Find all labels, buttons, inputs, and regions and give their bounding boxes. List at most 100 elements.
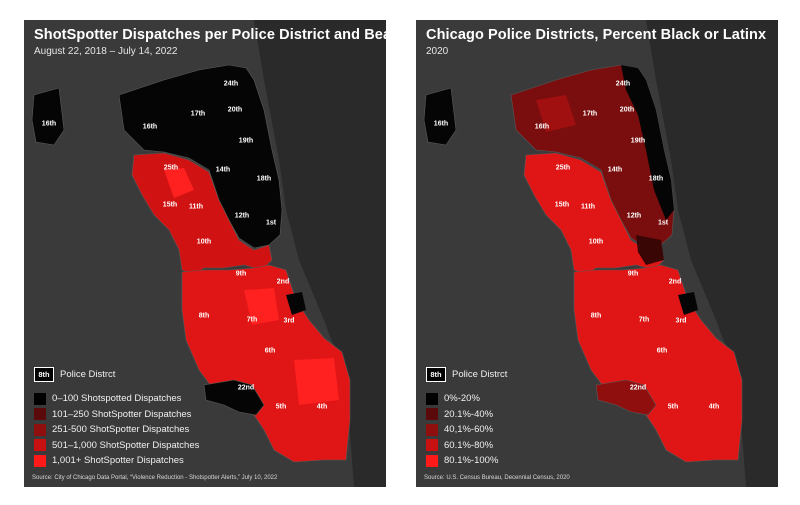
- district-label-24th: 24th: [615, 80, 631, 88]
- southwest-dark-patch: [595, 379, 657, 416]
- district-label-14th: 14th: [215, 166, 231, 174]
- district-label-7th: 7th: [638, 316, 650, 324]
- legend-swatch: [34, 423, 46, 436]
- district-label-2nd: 2nd: [276, 278, 290, 286]
- district-label-15th: 15th: [162, 201, 178, 209]
- legend-item: 20.1%-40%: [426, 407, 507, 423]
- district-label-12th: 12th: [626, 212, 642, 220]
- legend-item-label: 20.1%-40%: [444, 408, 494, 420]
- district-label-7th: 7th: [246, 316, 258, 324]
- legend-item-label: 1,001+ ShotSpotter Dispatches: [52, 455, 184, 467]
- district-label-6th: 6th: [264, 347, 276, 355]
- district-label-4th: 4th: [708, 403, 720, 411]
- ohare-district: [423, 87, 457, 146]
- legend-item: 251-500 ShotSpotter Dispatches: [34, 422, 199, 438]
- district-label-25th: 25th: [163, 164, 179, 172]
- district-label-6th: 6th: [656, 347, 668, 355]
- district-label-11th: 11th: [188, 203, 204, 211]
- district-3-black-patch: [286, 292, 306, 315]
- legend-item: 1,001+ ShotSpotter Dispatches: [34, 453, 199, 469]
- legend-item-label: 80.1%-100%: [444, 455, 499, 467]
- shotspotter-map-panel: ShotSpotter Dispatches per Police Distri…: [24, 20, 386, 487]
- right-legend: 8th Police Distrct 0%-20% 20.1%-40% 40,1…: [426, 367, 507, 469]
- lake-michigan: [646, 20, 778, 487]
- demographics-map-panel: Chicago Police Districts, Percent Black …: [416, 20, 778, 487]
- district-label-9th: 9th: [235, 270, 247, 278]
- district-label-20th: 20th: [619, 106, 635, 114]
- left-legend: 8th Police Distrct 0–100 Shotspotted Dis…: [34, 367, 199, 469]
- legend-item: 80.1%-100%: [426, 453, 507, 469]
- legend-item-label: 0%-20%: [444, 393, 480, 405]
- right-map-title: Chicago Police Districts, Percent Black …: [426, 27, 767, 43]
- district-label-16th-ohare: 16th: [41, 120, 57, 128]
- right-map-subtitle: 2020: [426, 46, 449, 57]
- district-label-16th: 16th: [534, 123, 550, 131]
- district-label-20th: 20th: [227, 106, 243, 114]
- district-label-12th: 12th: [234, 212, 250, 220]
- district-label-22nd: 22nd: [237, 384, 255, 392]
- left-source-note: Source: City of Chicago Data Portal, “Vi…: [32, 475, 278, 481]
- legend-swatch: [426, 408, 438, 421]
- district-label-8th: 8th: [590, 312, 602, 320]
- district-label-11th: 11th: [580, 203, 596, 211]
- legend-district-key: 8th Police Distrct: [34, 367, 199, 382]
- district-label-5th: 5th: [667, 403, 679, 411]
- district-label-3rd: 3rd: [283, 317, 295, 325]
- west-districts: [523, 152, 665, 276]
- district-label-1st: 1st: [265, 219, 277, 227]
- legend-item: 0%-20%: [426, 391, 507, 407]
- district-label-10th: 10th: [196, 238, 212, 246]
- north-districts: [118, 64, 283, 249]
- district-label-16th-ohare: 16th: [433, 120, 449, 128]
- district-label-10th: 10th: [588, 238, 604, 246]
- legend-district-key: 8th Police Distrct: [426, 367, 507, 382]
- legend-item-label: 101–250 ShotSpotter Dispatches: [52, 408, 192, 420]
- district-label-19th: 19th: [630, 137, 646, 145]
- legend-item: 501–1,000 ShotSpotter Dispatches: [34, 438, 199, 454]
- legend-item-label: 501–1,000 ShotSpotter Dispatches: [52, 439, 200, 451]
- legend-item-label: 0–100 Shotspotted Dispatches: [52, 393, 182, 405]
- legend-item: 60.1%-80%: [426, 438, 507, 454]
- district-22-area: [203, 379, 265, 416]
- district-label-16th: 16th: [142, 123, 158, 131]
- darker-patch-1: [164, 168, 194, 198]
- legend-swatch: [426, 454, 438, 467]
- shotspotter-map: [31, 20, 386, 487]
- bridgeport-dark-patch: [636, 235, 664, 265]
- darker-patch-3: [294, 358, 339, 405]
- district-label-18th: 18th: [648, 175, 664, 183]
- demographics-map: [423, 20, 778, 487]
- district-label-1st: 1st: [657, 219, 669, 227]
- district-label-8th: 8th: [198, 312, 210, 320]
- district-label-3rd: 3rd: [675, 317, 687, 325]
- district-label-24th: 24th: [223, 80, 239, 88]
- lake-michigan: [254, 20, 386, 487]
- district-label-4th: 4th: [316, 403, 328, 411]
- legend-item: 0–100 Shotspotted Dispatches: [34, 391, 199, 407]
- district-label-17th: 17th: [190, 110, 206, 118]
- district-3-black-patch: [678, 292, 698, 315]
- legend-swatch: [34, 454, 46, 467]
- north-lakefront-black: [621, 65, 674, 220]
- district-label-5th: 5th: [275, 403, 287, 411]
- west-districts: [131, 152, 273, 276]
- district-label-19th: 19th: [238, 137, 254, 145]
- legend-swatch: [426, 392, 438, 405]
- legend-swatch: [34, 392, 46, 405]
- legend-item: 101–250 ShotSpotter Dispatches: [34, 407, 199, 423]
- district-label-9th: 9th: [627, 270, 639, 278]
- district-label-2nd: 2nd: [668, 278, 682, 286]
- ohare-district: [31, 87, 65, 146]
- left-map-title: ShotSpotter Dispatches per Police Distri…: [34, 27, 386, 43]
- legend-district-label: Police Distrct: [452, 369, 508, 380]
- legend-district-box: 8th: [34, 367, 54, 382]
- district-label-15th: 15th: [554, 201, 570, 209]
- district-label-17th: 17th: [582, 110, 598, 118]
- legend-swatch: [426, 423, 438, 436]
- legend-swatch: [34, 408, 46, 421]
- legend-item-label: 40,1%-60%: [444, 424, 494, 436]
- north-dark-patch: [536, 95, 576, 132]
- legend-swatch: [34, 439, 46, 452]
- legend-district-label: Police Distrct: [60, 369, 116, 380]
- legend-item-label: 251-500 ShotSpotter Dispatches: [52, 424, 190, 436]
